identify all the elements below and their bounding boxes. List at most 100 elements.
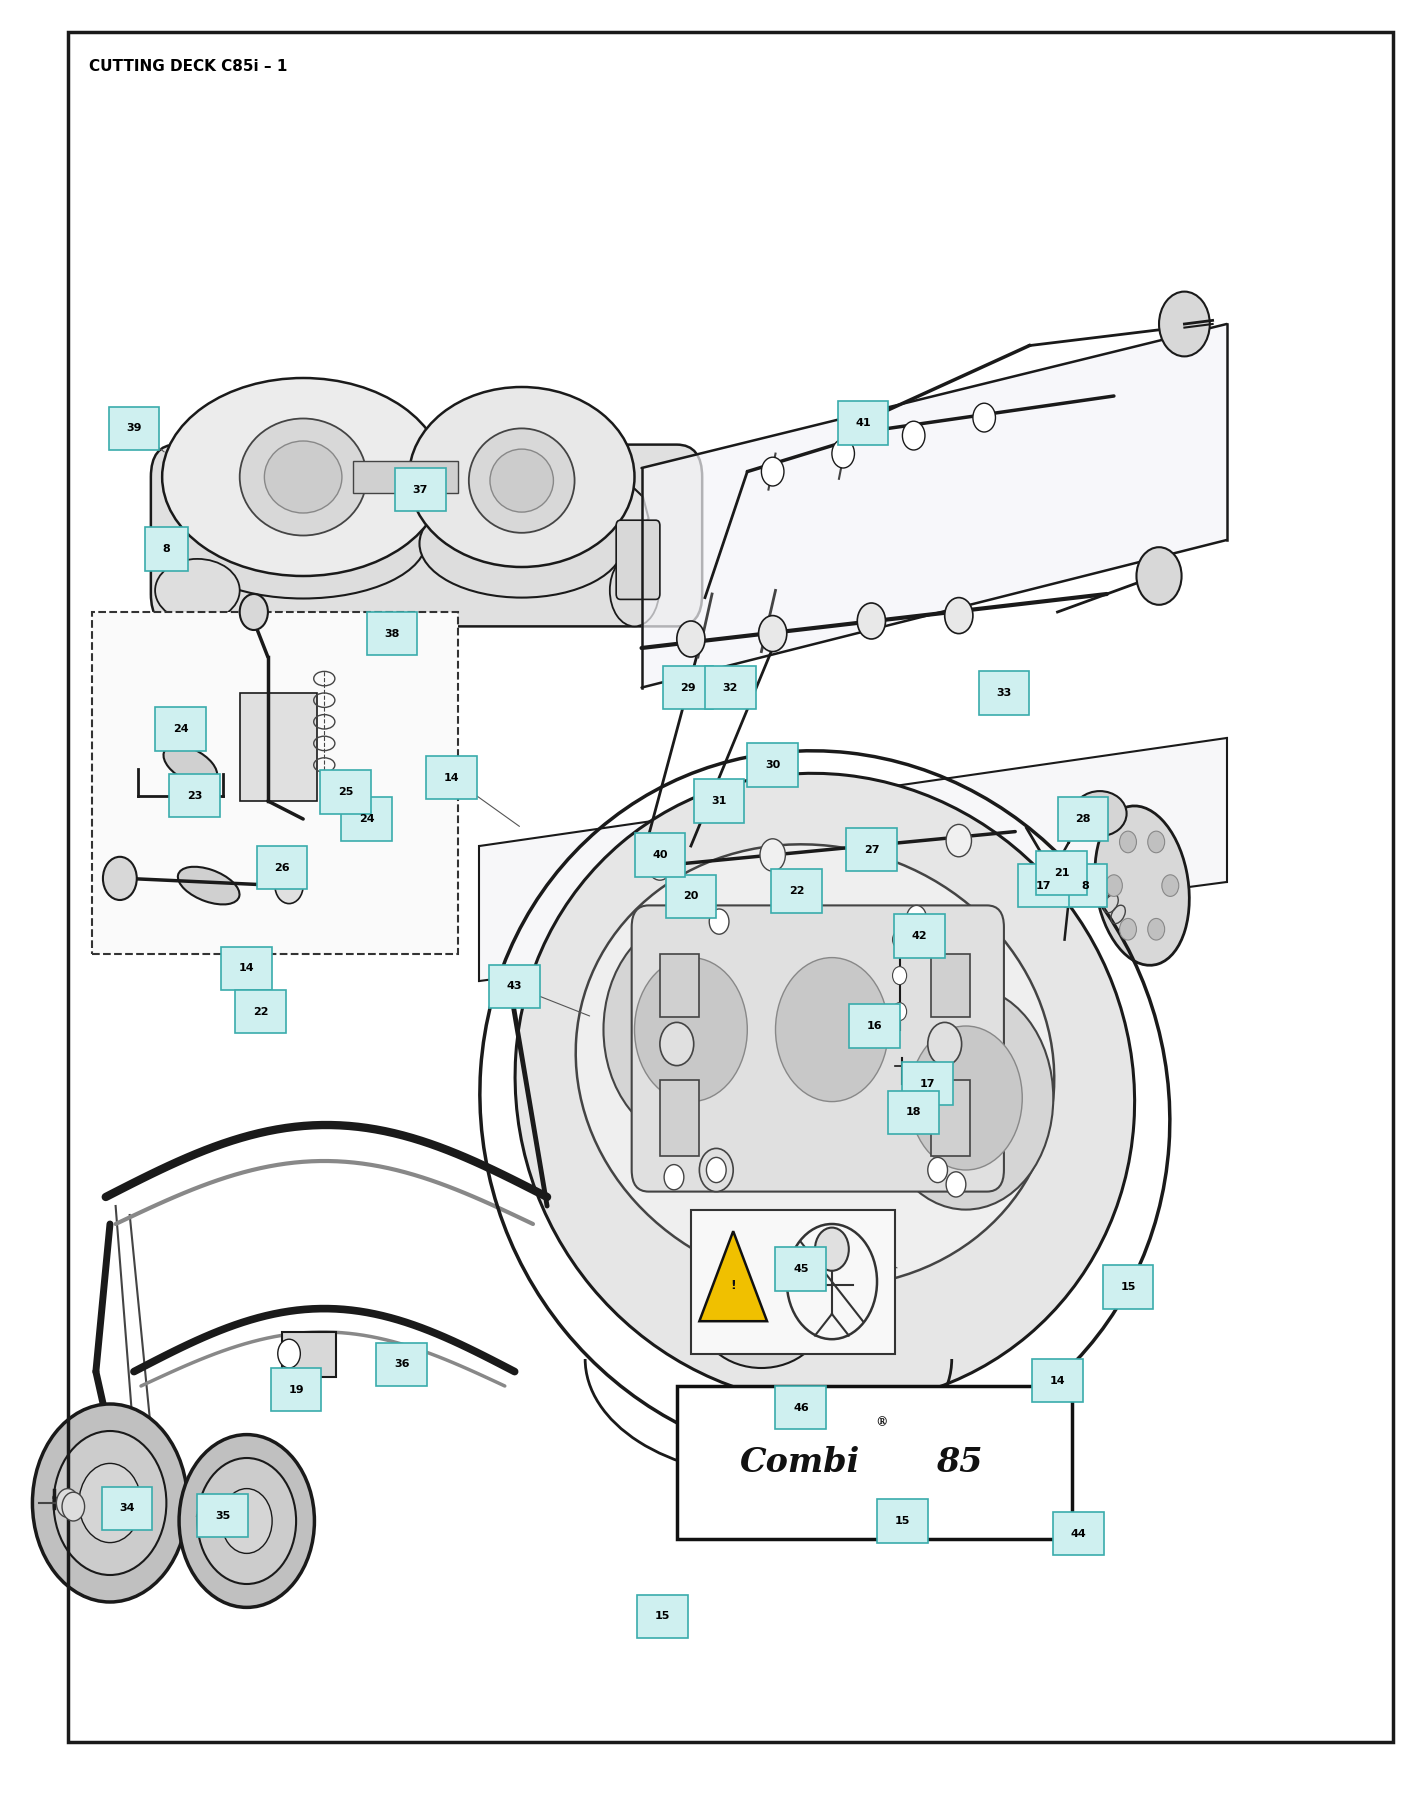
- Polygon shape: [699, 1231, 767, 1321]
- FancyBboxPatch shape: [694, 779, 744, 823]
- Circle shape: [660, 1022, 694, 1066]
- Text: 43: 43: [508, 981, 522, 992]
- Bar: [691, 1210, 895, 1354]
- FancyBboxPatch shape: [637, 1595, 688, 1638]
- FancyBboxPatch shape: [197, 1494, 248, 1537]
- FancyBboxPatch shape: [257, 846, 307, 889]
- Text: 39: 39: [127, 423, 141, 434]
- FancyBboxPatch shape: [1058, 797, 1108, 841]
- FancyBboxPatch shape: [634, 833, 685, 877]
- FancyBboxPatch shape: [155, 707, 206, 751]
- Text: 22: 22: [790, 886, 804, 896]
- Text: 15: 15: [656, 1611, 670, 1622]
- Polygon shape: [642, 324, 1227, 688]
- Circle shape: [776, 958, 888, 1102]
- Text: 85: 85: [936, 1445, 981, 1480]
- FancyBboxPatch shape: [1018, 864, 1069, 907]
- FancyBboxPatch shape: [1053, 1512, 1104, 1555]
- Text: 32: 32: [723, 682, 737, 693]
- Text: 27: 27: [864, 844, 878, 855]
- Bar: [240, 693, 317, 801]
- Text: 25: 25: [338, 787, 352, 797]
- Text: 15: 15: [1121, 1282, 1135, 1292]
- Circle shape: [928, 1157, 948, 1183]
- FancyBboxPatch shape: [771, 869, 822, 913]
- FancyBboxPatch shape: [838, 401, 888, 445]
- Ellipse shape: [575, 844, 1055, 1287]
- FancyBboxPatch shape: [616, 520, 660, 599]
- FancyBboxPatch shape: [151, 445, 702, 626]
- PathPatch shape: [209, 477, 649, 549]
- Circle shape: [857, 603, 885, 639]
- Bar: [282, 1332, 336, 1377]
- Bar: [931, 1080, 970, 1156]
- Circle shape: [179, 1435, 314, 1607]
- FancyBboxPatch shape: [341, 797, 392, 841]
- Circle shape: [275, 868, 303, 904]
- Circle shape: [56, 1489, 79, 1517]
- Circle shape: [1105, 875, 1122, 896]
- FancyBboxPatch shape: [145, 527, 188, 571]
- Circle shape: [744, 918, 919, 1141]
- Circle shape: [62, 1492, 85, 1521]
- Polygon shape: [479, 738, 1227, 981]
- FancyBboxPatch shape: [632, 905, 1004, 1192]
- Circle shape: [1120, 832, 1136, 853]
- Text: 34: 34: [120, 1503, 134, 1514]
- Text: CUTTING DECK C85i – 1: CUTTING DECK C85i – 1: [89, 59, 288, 74]
- Text: 17: 17: [921, 1078, 935, 1089]
- Text: 36: 36: [395, 1359, 409, 1370]
- Circle shape: [1159, 292, 1210, 356]
- Circle shape: [240, 594, 268, 630]
- Bar: [92, 612, 458, 954]
- Ellipse shape: [155, 558, 240, 621]
- Circle shape: [79, 1463, 141, 1543]
- Text: 24: 24: [358, 814, 375, 824]
- FancyBboxPatch shape: [1103, 1265, 1153, 1309]
- FancyBboxPatch shape: [489, 965, 540, 1008]
- Circle shape: [928, 1022, 962, 1066]
- Ellipse shape: [698, 1260, 825, 1368]
- Text: 16: 16: [866, 1021, 883, 1031]
- Ellipse shape: [180, 481, 427, 598]
- Circle shape: [32, 1404, 188, 1602]
- Ellipse shape: [409, 387, 634, 567]
- FancyBboxPatch shape: [426, 756, 477, 799]
- Ellipse shape: [1096, 806, 1189, 965]
- FancyBboxPatch shape: [663, 666, 713, 709]
- Circle shape: [815, 1228, 849, 1271]
- Text: 30: 30: [766, 760, 780, 770]
- Ellipse shape: [164, 745, 217, 785]
- FancyBboxPatch shape: [367, 612, 417, 655]
- Circle shape: [946, 824, 971, 857]
- Circle shape: [677, 621, 705, 657]
- Circle shape: [197, 1505, 220, 1534]
- Circle shape: [647, 848, 673, 880]
- Text: 26: 26: [274, 862, 290, 873]
- Bar: [931, 954, 970, 1017]
- Circle shape: [907, 905, 926, 931]
- Circle shape: [603, 918, 778, 1141]
- Text: 23: 23: [188, 790, 202, 801]
- Ellipse shape: [491, 450, 554, 513]
- Circle shape: [878, 986, 1053, 1210]
- Ellipse shape: [178, 868, 240, 904]
- FancyBboxPatch shape: [846, 828, 897, 871]
- FancyBboxPatch shape: [666, 875, 716, 918]
- Text: Combi: Combi: [740, 1445, 860, 1480]
- Circle shape: [973, 403, 995, 432]
- Circle shape: [709, 909, 729, 934]
- Text: 29: 29: [680, 682, 697, 693]
- Text: 21: 21: [1055, 868, 1069, 878]
- Text: 14: 14: [238, 963, 255, 974]
- Text: 14: 14: [1049, 1375, 1066, 1386]
- Circle shape: [909, 1026, 1022, 1170]
- Circle shape: [893, 967, 907, 985]
- FancyBboxPatch shape: [376, 1343, 427, 1386]
- Circle shape: [893, 931, 907, 949]
- Bar: [352, 461, 458, 493]
- Text: 37: 37: [413, 484, 427, 495]
- Circle shape: [1162, 875, 1179, 896]
- FancyBboxPatch shape: [221, 947, 272, 990]
- FancyBboxPatch shape: [894, 914, 945, 958]
